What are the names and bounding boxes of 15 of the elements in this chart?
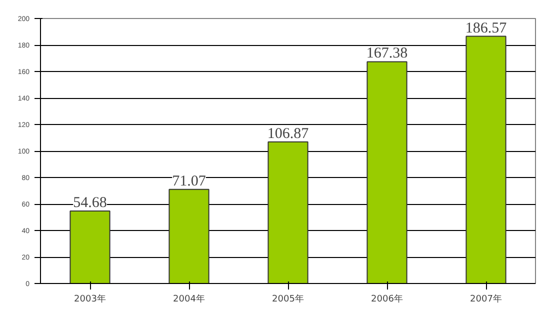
data-label: 106.87 xyxy=(267,126,310,142)
data-label: 54.68 xyxy=(73,195,107,212)
data-label: 167.38 xyxy=(366,46,408,62)
bar xyxy=(70,210,110,284)
bar xyxy=(366,61,408,284)
bar xyxy=(268,141,308,284)
x-tick-label: 2006年 xyxy=(371,294,403,304)
data-label: 186.57 xyxy=(465,20,508,36)
bar xyxy=(466,36,506,284)
bar xyxy=(168,188,210,284)
x-tick-label: 2007年 xyxy=(470,294,502,304)
data-label: 71.07 xyxy=(172,173,206,190)
x-tick-label: 2004年 xyxy=(173,294,205,304)
x-tick-label: 2005年 xyxy=(272,294,304,304)
x-tick-label: 2003年 xyxy=(74,294,106,304)
